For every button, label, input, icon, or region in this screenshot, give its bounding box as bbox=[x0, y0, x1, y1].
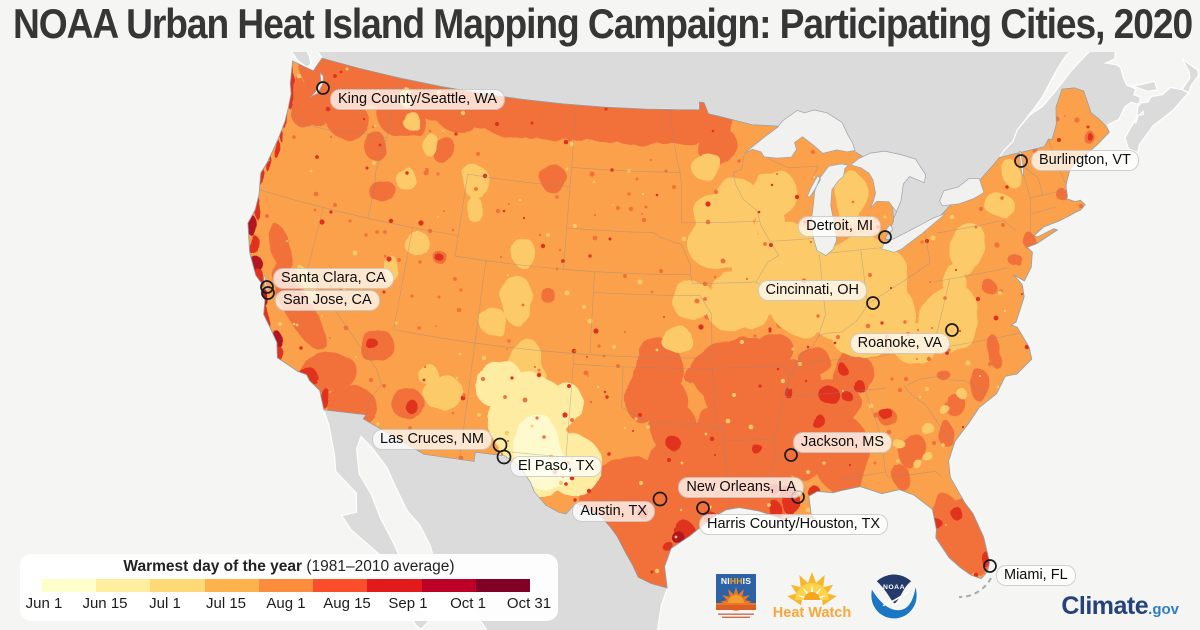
svg-text:Heat Watch: Heat Watch bbox=[773, 605, 851, 620]
svg-text:NIHHIS: NIHHIS bbox=[721, 576, 751, 586]
svg-text:NOAA: NOAA bbox=[883, 584, 905, 591]
